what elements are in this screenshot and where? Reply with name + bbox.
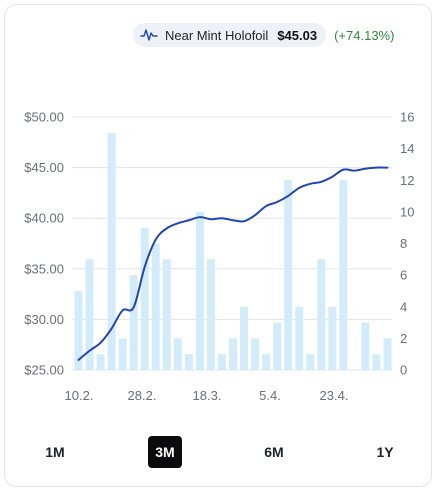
- legend-series-name: Near Mint Holofoil: [165, 27, 269, 43]
- x-tick-label: 23.4.: [320, 388, 349, 403]
- volume-bar[interactable]: [328, 306, 337, 370]
- range-1m-button[interactable]: 1M: [45, 444, 65, 460]
- volume-bar[interactable]: [295, 306, 304, 370]
- y-axis-left: $25.00 $30.00 $35.00 $40.00 $45.00 $50.00: [24, 110, 64, 378]
- legend-pill[interactable]: Near Mint Holofoil $45.03: [133, 23, 327, 47]
- price-line-icon: [140, 28, 158, 42]
- volume-bar[interactable]: [195, 211, 204, 370]
- y-axis-right: 0 2 4 6 8 10 12 14 16: [400, 110, 414, 378]
- y-right-tick-label: 6: [400, 268, 407, 283]
- y-left-tick-label: $45.00: [24, 160, 64, 175]
- x-tick-label: 5.4.: [259, 388, 281, 403]
- y-left-tick-label: $50.00: [24, 110, 64, 125]
- price-history-card: [4, 4, 432, 487]
- volume-bar[interactable]: [151, 243, 160, 371]
- x-axis: 10.2. 28.2. 18.3. 5.4. 23.4.: [65, 388, 349, 403]
- x-tick-label: 18.3.: [193, 388, 222, 403]
- volume-bar[interactable]: [240, 306, 249, 370]
- volume-bar[interactable]: [184, 354, 193, 370]
- range-selector: 1M 3M 6M 1Y: [0, 436, 440, 476]
- volume-bar[interactable]: [361, 322, 370, 370]
- volume-bar[interactable]: [229, 338, 237, 370]
- volume-bar[interactable]: [317, 259, 326, 370]
- price-series-line: [77, 166, 389, 361]
- y-right-tick-label: 16: [400, 110, 414, 125]
- volume-bar[interactable]: [339, 180, 348, 370]
- volume-bar[interactable]: [107, 132, 116, 370]
- x-tick-label: 28.2.: [128, 388, 157, 403]
- x-tick-label: 10.2.: [65, 388, 94, 403]
- volume-bar[interactable]: [173, 338, 182, 370]
- y-right-tick-label: 10: [400, 204, 414, 219]
- y-right-tick-label: 2: [400, 331, 407, 346]
- volume-bar[interactable]: [96, 354, 105, 370]
- price-volume-chart: $25.00 $30.00 $35.00 $40.00 $45.00 $50.00 0 2 4…: [24, 110, 414, 404]
- price-line: [77, 166, 389, 361]
- volume-bar[interactable]: [273, 322, 282, 370]
- y-left-tick-label: $30.00: [24, 312, 64, 327]
- volume-bar[interactable]: [262, 354, 271, 370]
- y-right-tick-label: 4: [400, 299, 407, 314]
- volume-bar[interactable]: [74, 290, 83, 370]
- volume-bar[interactable]: [217, 354, 226, 370]
- legend-price-change: (+74.13%): [334, 27, 395, 43]
- volume-bar[interactable]: [85, 259, 94, 370]
- y-left-tick-label: $40.00: [24, 211, 64, 226]
- range-1y-button[interactable]: 1Y: [376, 444, 394, 460]
- y-right-tick-label: 0: [400, 363, 407, 378]
- volume-bar[interactable]: [306, 354, 315, 370]
- y-right-tick-label: 12: [400, 173, 414, 188]
- legend-current-price: $45.03: [277, 27, 318, 43]
- y-right-tick-label: 8: [400, 236, 407, 251]
- volume-bar[interactable]: [129, 275, 138, 370]
- y-left-tick-label: $35.00: [24, 261, 64, 276]
- volume-bar[interactable]: [140, 227, 149, 370]
- y-left-tick-label: $25.00: [24, 363, 64, 378]
- volume-bar[interactable]: [251, 338, 260, 370]
- y-right-tick-label: 14: [400, 141, 414, 156]
- chart-legend: Near Mint Holofoil $45.03 (+74.13%): [133, 22, 421, 48]
- volume-bar[interactable]: [284, 180, 293, 370]
- volume-bar[interactable]: [383, 338, 392, 370]
- range-6m-button[interactable]: 6M: [264, 444, 284, 460]
- range-3m-button[interactable]: 3M: [148, 436, 182, 468]
- volume-bar[interactable]: [372, 354, 381, 370]
- volume-bar[interactable]: [206, 259, 215, 370]
- volume-bar[interactable]: [162, 259, 171, 370]
- volume-bars: [74, 132, 392, 371]
- volume-bar[interactable]: [118, 338, 127, 370]
